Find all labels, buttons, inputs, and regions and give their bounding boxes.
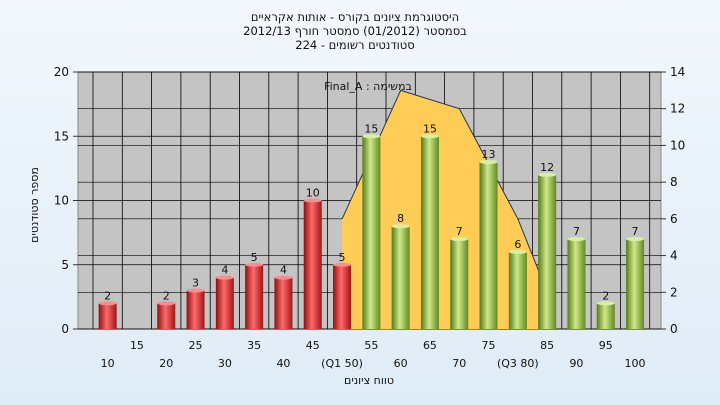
distribution-line [341,89,548,293]
x-tick-label: 55 [364,339,378,352]
x-tick-label: 20 [159,357,173,370]
bar-cap-20 [157,301,176,306]
bar-45 [303,200,322,329]
bar-value-label: 2 [104,289,111,302]
bar-value-label: 8 [397,212,404,225]
bar-cap-75 [479,159,498,164]
y-tick-label: 20 [54,65,69,79]
bar-cap-10 [98,301,117,306]
bar-value-label: 2 [602,289,609,302]
bar-cap-50 [333,262,352,267]
bar-cap-80 [508,249,527,254]
y2-tick-label: 8 [670,175,678,189]
bars: 2 2 3 4 5 4 10 5 15 8 15 7 13 6 12 7 2 7 [98,122,645,329]
bar-80 [508,251,527,329]
bar-value-label: 15 [364,122,378,135]
chart-title: היסטוגרמת ציונים בקורס - אותות אקראיים ב… [243,10,467,52]
bar-70 [450,239,469,329]
bar-cap-45 [303,198,322,203]
x-tick-label: 35 [247,339,261,352]
bar-cap-70 [450,237,469,242]
y2-tick-label: 12 [670,102,685,116]
bar-cap-85 [538,172,557,177]
bar-95 [596,303,615,329]
x-tick-label: 15 [130,339,144,352]
y2-tick-label: 4 [670,249,678,263]
bar-cap-30 [215,275,234,280]
y2-tick-label: 0 [670,322,678,336]
title-line-1: היסטוגרמת ציונים בקורס - אותות אקראיים [251,10,459,24]
bar-55 [362,136,381,329]
y2-tick-label: 2 [670,285,678,299]
bar-value-label: 6 [514,238,521,251]
y-tick-label: 5 [61,258,69,272]
x-tick-label: 40 [276,357,290,370]
bar-50 [333,264,352,329]
x-axis-label: טווח ציונים [344,374,394,387]
bar-85 [538,174,557,329]
bar-cap-60 [391,224,410,229]
x-tick-label: 65 [423,339,437,352]
bar-cap-25 [186,288,205,293]
bar-value-label: 4 [221,264,228,277]
x-tick-label: 60 [394,357,408,370]
bar-value-label: 13 [482,148,496,161]
y-tick-label: 15 [54,129,69,143]
y2-tick-label: 10 [670,138,685,152]
bar-value-label: 5 [339,251,346,264]
x-tick-label: 100 [625,357,646,370]
bar-value-label: 15 [423,122,437,135]
bar-40 [274,277,293,329]
bar-cap-65 [420,134,439,139]
x-tick-label: 85 [540,339,554,352]
title-line-2: בסמסטר (01/2012) סמסטר חורף 2012/13 [243,24,467,38]
bar-20 [157,303,176,329]
x-tick-label: 90 [569,357,583,370]
bar-35 [245,264,264,329]
bar-cap-90 [567,237,586,242]
bar-cap-100 [626,237,645,242]
bar-value-label: 12 [540,161,554,174]
y-axis-label: מספר סטודנטים [28,167,41,243]
y-tick-label: 0 [61,322,69,336]
x-tick-label: (Q1 50) [321,357,363,370]
bar-value-label: 7 [632,225,639,238]
bar-65 [420,136,439,329]
y2-tick-label: 14 [670,65,685,79]
bar-100 [626,239,645,329]
bar-cap-35 [245,262,264,267]
bar-cap-95 [596,301,615,306]
bar-25 [186,290,205,329]
x-tick-label: (Q3 80) [497,357,539,370]
bar-90 [567,239,586,329]
y2-tick-label: 6 [670,212,678,226]
bar-75 [479,161,498,329]
bar-value-label: 3 [192,276,199,289]
x-tick-label: 30 [218,357,232,370]
x-tick-label: 95 [599,339,613,352]
y-tick-label: 10 [54,194,69,208]
bar-value-label: 2 [163,289,170,302]
bar-60 [391,226,410,329]
bar-value-label: 10 [306,187,320,200]
x-tick-label: 75 [482,339,496,352]
bar-30 [215,277,234,329]
bar-value-label: 5 [251,251,258,264]
x-tick-label: 45 [306,339,320,352]
x-tick-label: 25 [189,339,203,352]
bar-10 [98,303,117,329]
annotation-label: Final_A : במשימה [324,80,412,93]
x-tick-label: 10 [101,357,115,370]
x-tick-label: 70 [452,357,466,370]
bar-value-label: 7 [573,225,580,238]
bar-cap-40 [274,275,293,280]
bar-cap-55 [362,134,381,139]
bar-value-label: 4 [280,264,287,277]
bar-value-label: 7 [456,225,463,238]
title-line-3: סטודנטים רשומים - 224 [295,38,414,52]
